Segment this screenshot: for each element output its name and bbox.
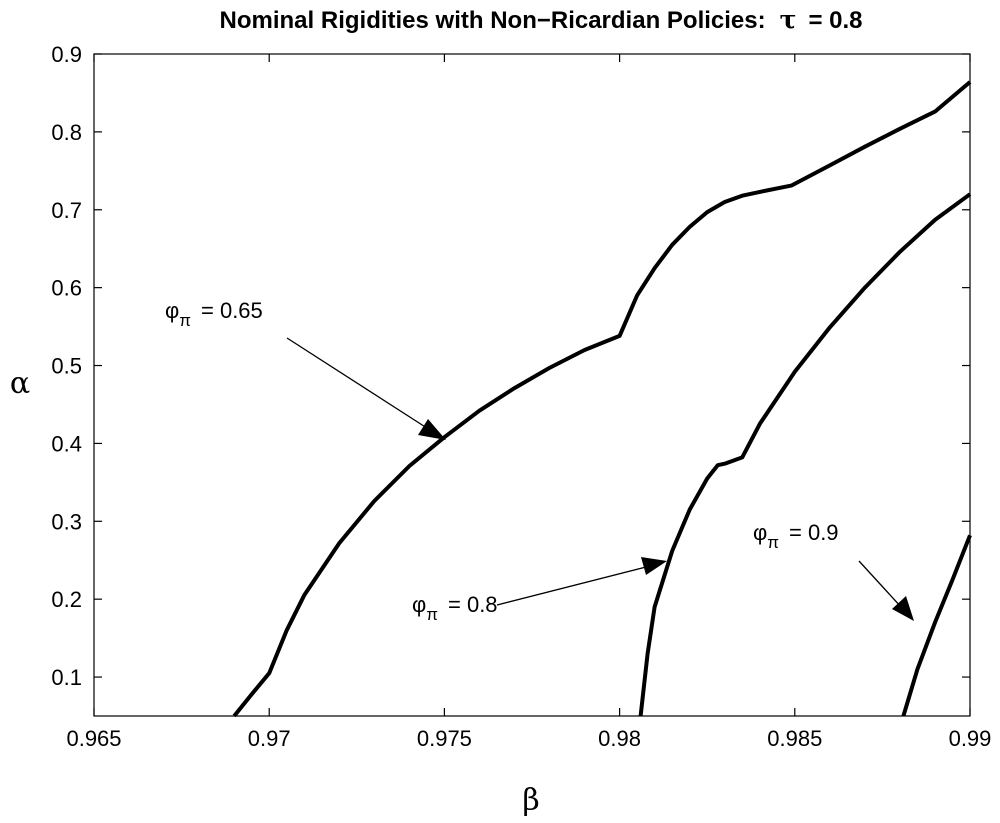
y-tick-label-3: 0.4 xyxy=(51,431,82,456)
annotation-phi-09: φπ = 0.9 xyxy=(753,520,914,621)
chart-title: Nominal Rigidities with Non−Ricardian Po… xyxy=(220,5,863,34)
annotation-phi-065-base: φ xyxy=(165,298,179,323)
y-axis-label: α xyxy=(10,366,30,401)
annotation-phi-09-arrow xyxy=(858,560,903,609)
y-tick-label-5: 0.6 xyxy=(51,276,82,301)
annotation-phi-09-base: φ xyxy=(753,520,767,545)
y-tick-label-0: 0.1 xyxy=(51,665,82,690)
annotation-phi-065-arrowhead xyxy=(418,419,446,440)
y-tick-label-1: 0.2 xyxy=(51,587,82,612)
annotation-phi-065-arrow xyxy=(286,337,431,431)
annotation-phi-08-arrowhead xyxy=(641,557,667,575)
annotation-phi-08-arrow xyxy=(496,565,651,606)
y-tick-label-8: 0.9 xyxy=(51,42,82,67)
annotation-phi-065-sub: π xyxy=(179,311,191,330)
x-tick-label-3: 0.98 xyxy=(598,726,641,751)
x-tick-label-2: 0.975 xyxy=(417,726,472,751)
y-tick-label-6: 0.7 xyxy=(51,198,82,223)
x-tick-label-4: 0.985 xyxy=(767,726,822,751)
series-line-0 xyxy=(232,80,972,718)
y-tick-label-7: 0.8 xyxy=(51,120,82,145)
y-tick-label-2: 0.3 xyxy=(51,509,82,534)
annotation-phi-065: φπ = 0.65 xyxy=(165,298,446,440)
x-axis-label: β xyxy=(522,783,539,818)
annotation-phi-09-sub: π xyxy=(767,533,779,552)
annotation-phi-08-sub: π xyxy=(426,605,438,624)
series-line-1 xyxy=(638,192,972,717)
chart-title-suffix: = 0.8 xyxy=(808,7,862,34)
annotation-phi-08-label: φπ = 0.8 xyxy=(412,592,498,624)
chart-title-prefix: Nominal Rigidities with Non−Ricardian Po… xyxy=(220,7,766,34)
x-tick-label-0: 0.965 xyxy=(66,726,121,751)
annotation-phi-09-value: = 0.9 xyxy=(789,520,839,545)
plot-frame xyxy=(93,53,971,717)
annotation-phi-08: φπ = 0.8 xyxy=(412,557,667,624)
annotation-phi-065-label: φπ = 0.65 xyxy=(165,298,263,330)
x-tick-label-5: 0.99 xyxy=(949,726,992,751)
annotation-phi-08-base: φ xyxy=(412,592,426,617)
plot-area: 0.965 0.97 0.975 0.98 0.985 0.99 0.1 0.2 0.3 0.4 0… xyxy=(51,42,991,751)
annotation-phi-08-value: = 0.8 xyxy=(448,592,498,617)
chart-title-symbol: τ xyxy=(780,5,797,34)
x-tick-label-1: 0.97 xyxy=(248,726,291,751)
annotation-phi-09-arrowhead xyxy=(892,596,914,621)
series-line-2 xyxy=(901,534,972,717)
annotation-phi-065-value: = 0.65 xyxy=(201,298,263,323)
annotation-phi-09-label: φπ = 0.9 xyxy=(753,520,839,552)
y-tick-label-4: 0.5 xyxy=(51,354,82,379)
